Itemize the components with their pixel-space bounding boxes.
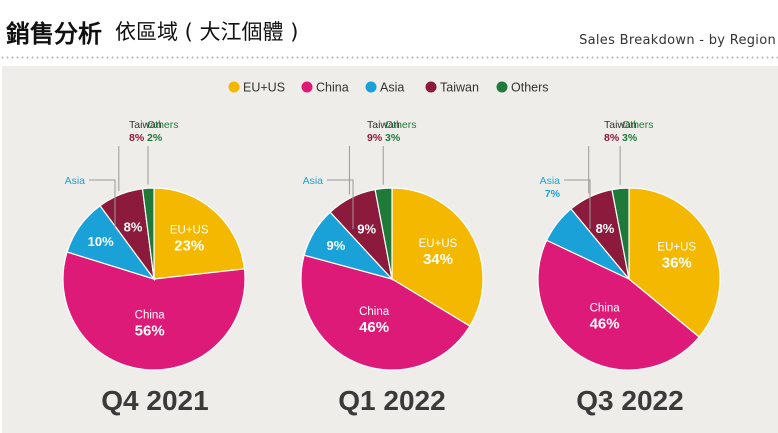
slice-value-asia: 10% — [88, 234, 114, 249]
slice-callout-asia: Asia — [540, 175, 561, 187]
page-title: 銷售分析 — [6, 20, 102, 48]
pie-title: Q4 2021 — [101, 385, 208, 416]
page-title-region: 依區域 ( 大江個體 ) — [115, 20, 299, 44]
slice-callout-value-others: 2% — [147, 132, 163, 144]
legend-swatch-china — [301, 81, 313, 93]
header: 銷售分析 依區域 ( 大江個體 ) Sales Breakdown - by R… — [0, 0, 778, 58]
slice-callout-value-taiwan: 9% — [367, 132, 383, 144]
pie-slice-eu-us — [391, 187, 484, 327]
slice-name-eu-us: EU+US — [419, 238, 458, 250]
slice-value-china: 46% — [590, 315, 620, 332]
slice-name-eu-us: EU+US — [170, 225, 209, 237]
slice-value-china: 56% — [135, 322, 165, 339]
slice-callout-value-others: 3% — [385, 132, 401, 144]
slice-name-eu-us: EU+US — [657, 242, 696, 254]
slice-value-taiwan: 9% — [357, 222, 376, 237]
slice-callout-taiwan: Taiwan — [367, 119, 400, 131]
legend-swatch-asia — [365, 81, 377, 93]
pie-slice-china — [537, 239, 700, 371]
page-subtitle: Sales Breakdown - by Region — [579, 33, 776, 48]
leader-line-asia — [564, 179, 591, 229]
pie-slice-others — [374, 187, 393, 280]
slice-name-china: China — [359, 306, 390, 318]
pie-slice-china — [300, 254, 471, 371]
legend-label-eu-us: EU+US — [243, 81, 285, 95]
pie-slice-others — [611, 187, 630, 280]
slice-callout-asia: Asia — [303, 175, 324, 187]
leader-line-asia — [89, 179, 116, 229]
pie-title: Q1 2022 — [338, 385, 445, 416]
legend-label-china: China — [316, 81, 349, 95]
pie-slice-eu-us — [628, 187, 721, 338]
slice-callout-value-taiwan: 8% — [129, 132, 145, 144]
pie-slice-others — [141, 187, 155, 280]
leader-line-asia — [327, 179, 354, 229]
slice-callout-taiwan: Taiwan — [604, 119, 637, 131]
slice-callout-taiwan: Taiwan — [129, 119, 162, 131]
slice-value-eu-us: 23% — [174, 238, 204, 255]
slice-value-taiwan: 8% — [124, 220, 143, 235]
pie-slice-china — [62, 251, 246, 371]
slice-name-china: China — [590, 302, 621, 314]
pie-slice-eu-us — [153, 187, 246, 280]
legend-swatch-taiwan — [425, 81, 437, 93]
slice-callout-others: Others — [622, 119, 654, 131]
slice-value-eu-us: 36% — [662, 255, 692, 272]
legend-label-others: Others — [511, 81, 549, 95]
slice-callout-others: Others — [385, 119, 417, 131]
slice-callout-value-asia: 7% — [545, 188, 561, 200]
pie-title: Q3 2022 — [576, 385, 683, 416]
slice-callout-value-taiwan: 8% — [604, 132, 620, 144]
dotted-divider — [0, 56, 778, 59]
legend-label-asia: Asia — [380, 81, 404, 95]
legend-swatch-others — [496, 81, 508, 93]
legend-label-taiwan: Taiwan — [440, 81, 479, 95]
slice-callout-value-others: 3% — [622, 132, 638, 144]
slice-name-china: China — [135, 309, 166, 321]
slice-value-eu-us: 34% — [423, 251, 453, 268]
slice-value-china: 46% — [359, 319, 389, 336]
legend-swatch-eu-us — [228, 81, 240, 93]
slice-value-asia: 9% — [327, 238, 346, 253]
slice-callout-asia: Asia — [65, 175, 86, 187]
slice-value-taiwan: 8% — [596, 221, 615, 236]
slice-callout-others: Others — [147, 119, 179, 131]
